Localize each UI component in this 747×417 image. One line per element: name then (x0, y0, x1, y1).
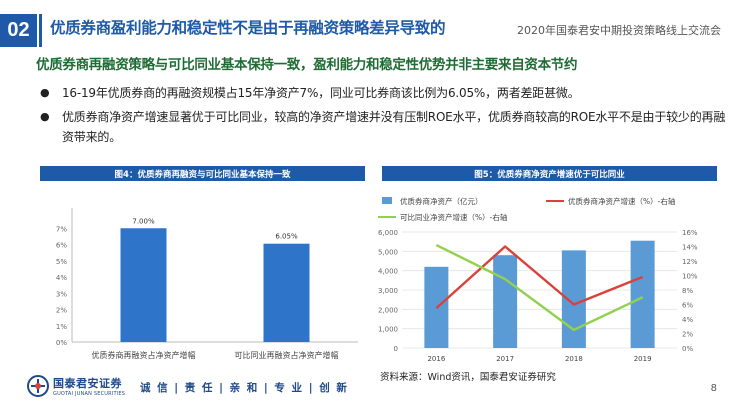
right-y-tick-label: 0% (682, 345, 693, 353)
right-y-tick-label: 12% (682, 258, 698, 266)
figure-4-title: 图4：优质券商再融资与可比同业基本保持一致 (40, 166, 365, 181)
x-tick-label: 2018 (565, 355, 583, 363)
bar (120, 228, 167, 342)
right-y-tick-label: 8% (682, 287, 693, 295)
bar-data-label: 6.05% (275, 233, 298, 241)
bullet-list: ● 16-19年优质券商的再融资规模占15年净资产7%，同业可比券商该比例为6.… (40, 83, 730, 151)
section-number-badge: 02 (0, 14, 37, 47)
y-tick-label: 0% (56, 339, 67, 347)
bar (561, 250, 586, 348)
legend-label: 可比同业净资产增速（%）-右轴 (400, 212, 507, 222)
figure-5-combo-chart: 优质券商净资产（亿元） 优质券商净资产增速（%）-右轴可比同业净资产增速（%）-右… (378, 196, 698, 363)
right-y-tick-label: 10% (682, 273, 698, 281)
left-y-tick-label: 2,000 (378, 306, 398, 314)
slide-subtitle: 优质券商再融资策略与可比同业基本保持一致，盈利能力和稳定性优势并非主要来自资本节… (36, 57, 578, 73)
figure-4-bar-chart: 0% 1% 2% 3% 4% 5% 6% 7% 7.00% 优质券商再融资占净资产增幅 6.05% 可… (56, 208, 358, 360)
company-logo: 国泰君安证券 GUOTAI JUNAN SECURITIES (26, 375, 125, 397)
bar (493, 255, 518, 348)
logo-mark-icon (27, 375, 49, 397)
page-number: 8 (710, 383, 717, 394)
left-y-tick-label: 0 (394, 345, 398, 353)
right-y-tick-label: 6% (682, 302, 693, 310)
bar (263, 243, 310, 342)
right-y-tick-label: 2% (682, 331, 693, 339)
legend-swatch (382, 197, 392, 204)
logo-name: 国泰君安证券 (53, 377, 122, 390)
right-y-tick-label: 14% (682, 244, 698, 252)
y-tick-label: 7% (56, 225, 67, 233)
x-tick-label: 2019 (634, 355, 652, 363)
page-title: 优质券商盈利能力和稳定性不是由于再融资策略差异导致的 (50, 19, 446, 37)
bullet-item: ● 优质券商净资产增速显著优于可比同业，较高的净资产增速并没有压制ROE水平，优… (40, 107, 730, 147)
legend-label: 优质券商净资产（亿元） (400, 196, 483, 206)
bullet-dot-icon: ● (40, 86, 50, 99)
right-y-tick-label: 16% (682, 229, 698, 237)
y-tick-label: 3% (56, 290, 67, 298)
y-tick-label: 4% (56, 274, 67, 282)
company-motto: 诚 信 | 责 任 | 亲 和 | 专 业 | 创 新 (140, 382, 349, 394)
legend-label: 优质券商净资产增速（%）-右轴 (568, 196, 675, 206)
series-line (435, 243, 644, 332)
right-y-tick-label: 4% (682, 316, 693, 324)
x-tick-label: 可比同业再融资占净资产增幅 (235, 350, 339, 360)
x-tick-label: 2017 (496, 355, 514, 363)
event-name: 2020年国泰君安中期投资策略线上交流会 (517, 24, 721, 37)
left-y-tick-label: 5,000 (378, 248, 398, 256)
y-tick-label: 2% (56, 307, 67, 315)
bar-data-label: 7.00% (132, 217, 155, 225)
y-tick-label: 6% (56, 242, 67, 250)
source-note: 资料来源：Wind资讯，国泰君安证券研究 (380, 372, 556, 383)
bar (630, 240, 655, 348)
figure-5-title: 图5：优质券商净资产增速优于可比同业 (382, 166, 717, 181)
bullet-text: 16-19年优质券商的再融资规模占15年净资产7%，同业可比券商该比例为6.05… (62, 86, 580, 100)
left-y-tick-label: 4,000 (378, 268, 398, 276)
series-line (435, 245, 644, 310)
y-tick-label: 5% (56, 258, 67, 266)
y-tick-label: 1% (56, 323, 67, 331)
bullet-item: ● 16-19年优质券商的再融资规模占15年净资产7%，同业可比券商该比例为6.… (40, 83, 730, 103)
section-divider (39, 14, 42, 47)
x-tick-label: 2016 (427, 355, 445, 363)
x-tick-label: 优质券商再融资占净资产增幅 (92, 350, 196, 360)
left-y-tick-label: 1,000 (378, 326, 398, 334)
bullet-dot-icon: ● (40, 110, 50, 123)
bullet-text: 优质券商净资产增速显著优于可比同业，较高的净资产增速并没有压制ROE水平，优质券… (62, 110, 726, 144)
left-y-tick-label: 6,000 (378, 229, 398, 237)
left-y-tick-label: 3,000 (378, 287, 398, 295)
logo-name-en: GUOTAI JUNAN SECURITIES (53, 391, 126, 397)
